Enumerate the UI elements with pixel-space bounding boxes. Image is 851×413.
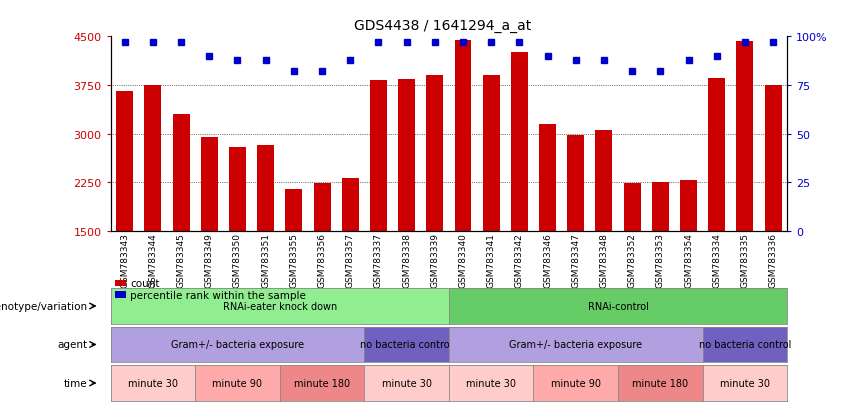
Text: Gram+/- bacteria exposure: Gram+/- bacteria exposure <box>509 339 643 350</box>
Text: no bacteria control: no bacteria control <box>361 339 453 350</box>
Text: time: time <box>64 378 88 388</box>
Text: minute 30: minute 30 <box>720 378 770 388</box>
Bar <box>173 115 190 231</box>
Bar <box>398 80 415 231</box>
Bar <box>314 184 330 231</box>
Bar <box>540 125 556 231</box>
Text: minute 90: minute 90 <box>213 378 262 388</box>
Bar <box>483 76 500 231</box>
Bar <box>285 189 302 231</box>
Bar <box>257 146 274 231</box>
Bar <box>229 147 246 231</box>
Bar <box>708 79 725 231</box>
Text: agent: agent <box>58 339 88 350</box>
Text: RNAi-control: RNAi-control <box>587 301 648 311</box>
Text: minute 30: minute 30 <box>381 378 431 388</box>
Bar <box>426 76 443 231</box>
Bar <box>370 81 387 231</box>
Bar <box>201 138 218 231</box>
Text: minute 90: minute 90 <box>551 378 601 388</box>
Bar <box>652 183 669 231</box>
Text: minute 30: minute 30 <box>466 378 517 388</box>
Bar <box>736 42 753 231</box>
Bar <box>342 179 359 231</box>
Text: minute 180: minute 180 <box>632 378 688 388</box>
Bar <box>145 86 162 231</box>
Text: GDS4438 / 1641294_a_at: GDS4438 / 1641294_a_at <box>354 19 531 33</box>
Text: RNAi-eater knock down: RNAi-eater knock down <box>223 301 337 311</box>
Text: minute 30: minute 30 <box>128 378 178 388</box>
Bar <box>680 181 697 231</box>
Bar <box>511 53 528 231</box>
Bar <box>624 184 641 231</box>
Text: minute 180: minute 180 <box>294 378 350 388</box>
Bar <box>568 135 584 231</box>
Bar <box>765 86 781 231</box>
Bar <box>454 40 471 231</box>
Text: no bacteria control: no bacteria control <box>699 339 791 350</box>
Text: percentile rank within the sample: percentile rank within the sample <box>130 290 306 300</box>
Text: genotype/variation: genotype/variation <box>0 301 88 311</box>
Text: count: count <box>130 278 160 288</box>
Bar <box>117 92 134 231</box>
Bar <box>596 131 613 231</box>
Text: Gram+/- bacteria exposure: Gram+/- bacteria exposure <box>171 339 304 350</box>
